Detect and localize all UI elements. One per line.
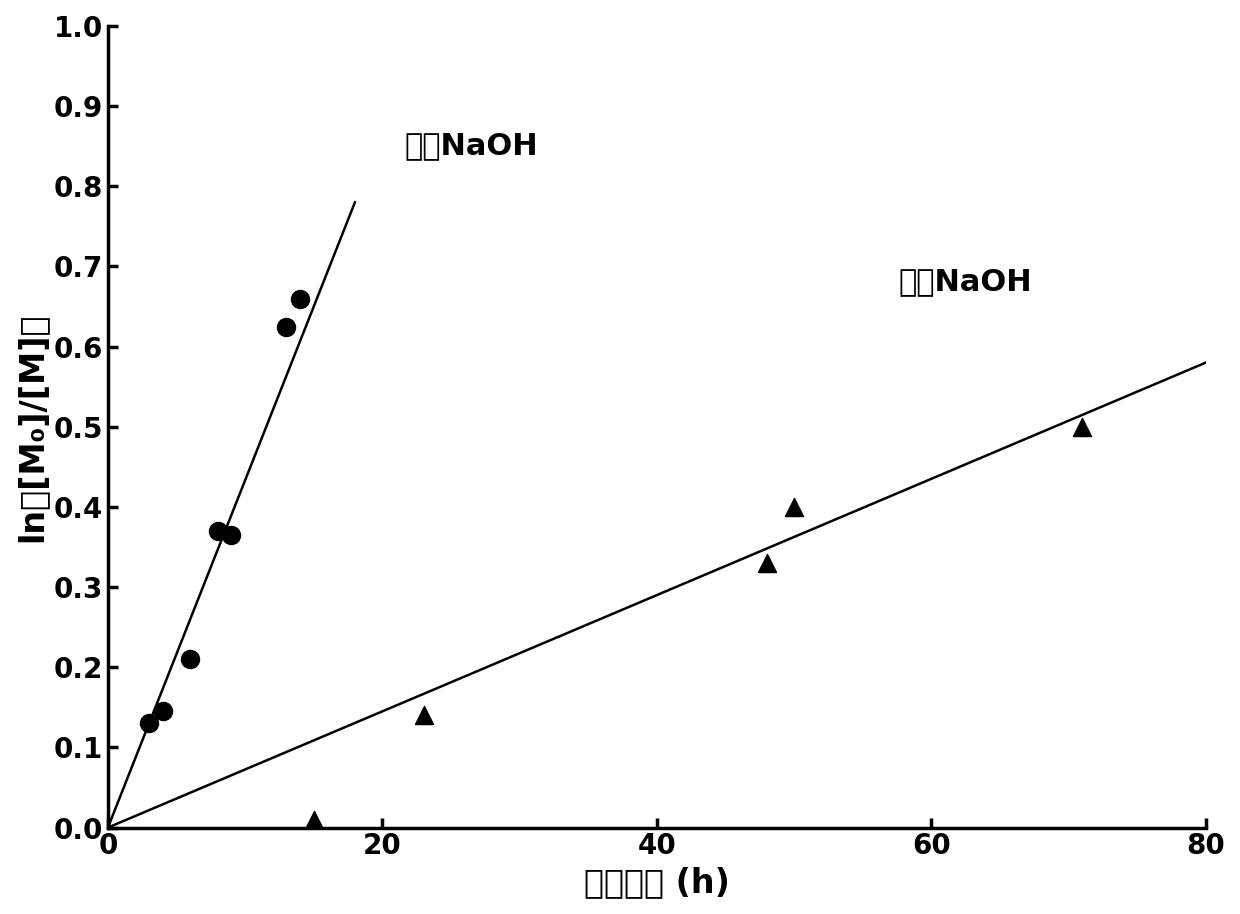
Point [153, 704, 172, 718]
Point [290, 292, 310, 306]
Point [222, 527, 242, 542]
Point [277, 319, 296, 334]
Point [139, 716, 159, 730]
Point [304, 813, 324, 827]
Text: 加入NaOH: 加入NaOH [404, 132, 538, 160]
Point [208, 524, 228, 538]
Y-axis label: ln（[M₀]/[M]）: ln（[M₀]/[M]） [15, 312, 48, 541]
Text: 不加NaOH: 不加NaOH [898, 268, 1032, 296]
Point [414, 708, 434, 723]
Point [1073, 420, 1092, 434]
Point [756, 556, 776, 570]
Point [180, 652, 200, 666]
X-axis label: 反应时间 (h): 反应时间 (h) [584, 866, 729, 899]
Point [784, 500, 804, 515]
